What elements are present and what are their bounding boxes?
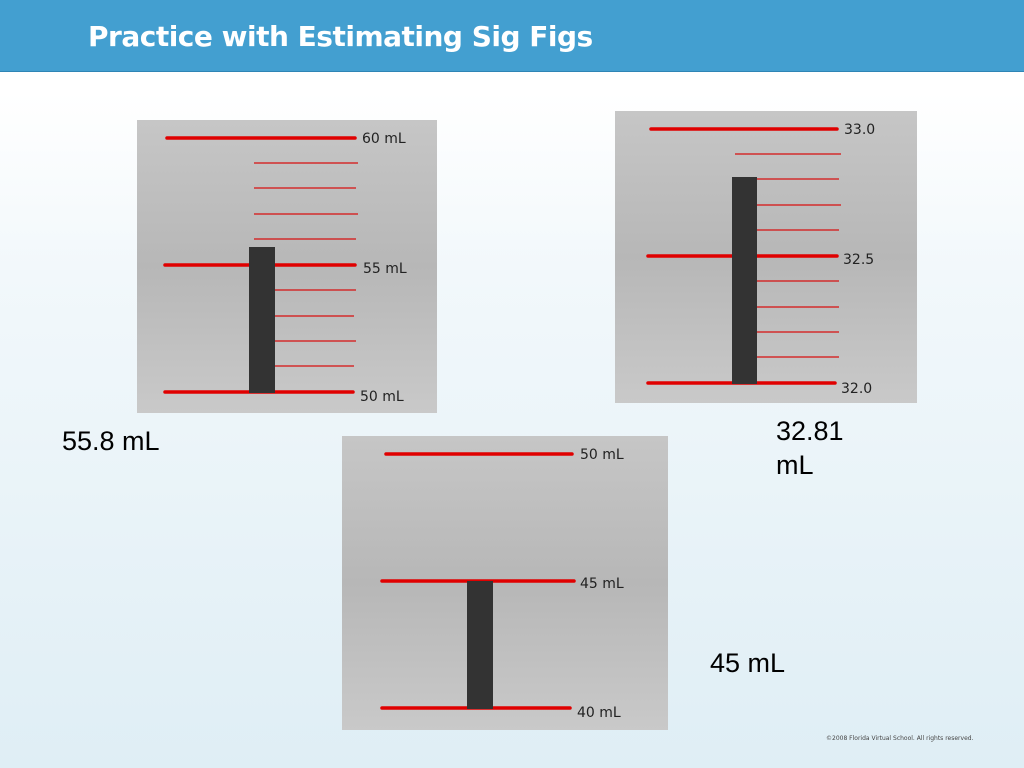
answer-gauge-1: 55.8 mL — [62, 426, 160, 456]
cylinder-gauge-2: 33.0 32.5 32.0 — [615, 111, 917, 403]
liquid-column — [467, 581, 493, 709]
cylinder-gauge-3: 50 mL 45 mL 40 mL — [342, 436, 668, 730]
tick-label-top: 50 mL — [580, 447, 624, 463]
tick-label-bottom: 50 mL — [360, 389, 404, 405]
tick-label-bottom: 32.0 — [841, 381, 872, 397]
cylinder-gauge-1: 60 mL 55 mL 50 mL — [137, 120, 437, 413]
cylinder-gauge-1-drawing: 60 mL 55 mL 50 mL — [163, 131, 407, 405]
liquid-column — [732, 177, 757, 384]
cylinder-gauge-3-drawing: 50 mL 45 mL 40 mL — [380, 447, 624, 721]
answer-gauge-3: 45 mL — [710, 648, 786, 678]
cylinder-gauge-2-drawing: 33.0 32.5 32.0 — [646, 122, 875, 397]
tick-label-bottom: 40 mL — [577, 705, 621, 721]
answer-gauge-2: 32.81 mL — [776, 416, 844, 480]
copyright-notice: ©2008 Florida Virtual School. All rights… — [826, 735, 974, 742]
tick-label-middle: 32.5 — [843, 252, 874, 268]
liquid-column — [249, 247, 275, 393]
tick-label-top: 60 mL — [362, 131, 406, 147]
title-bar: Practice with Estimating Sig Figs — [0, 0, 1024, 72]
tick-label-middle: 55 mL — [363, 261, 407, 277]
tick-label-middle: 45 mL — [580, 576, 624, 592]
slide-title: Practice with Estimating Sig Figs — [88, 20, 593, 53]
tick-label-top: 33.0 — [844, 122, 875, 138]
